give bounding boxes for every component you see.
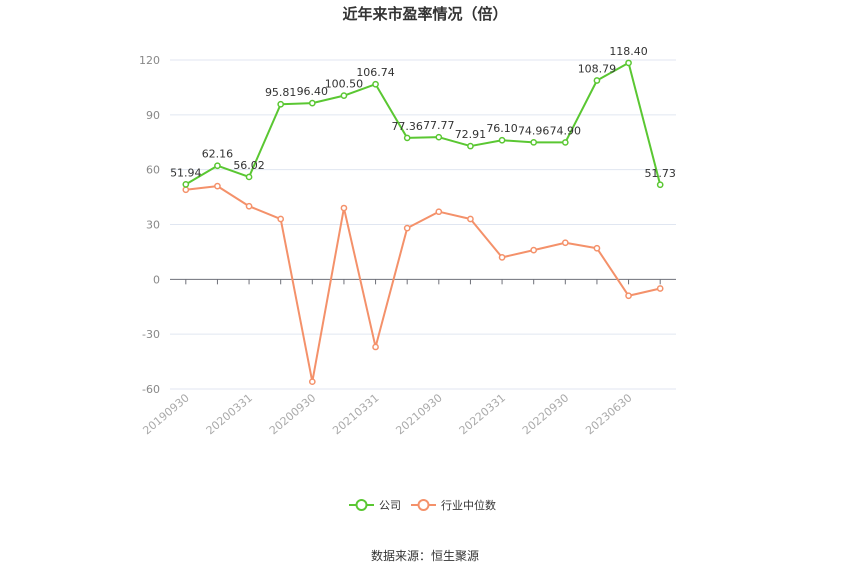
legend-label: 行业中位数 <box>441 498 496 512</box>
data-point <box>308 378 316 386</box>
legend-label: 公司 <box>379 499 401 512</box>
data-label: 100.50 <box>325 78 364 91</box>
y-tick-label: -30 <box>142 328 160 341</box>
x-tick-label: 20230630 <box>583 391 634 437</box>
chart-title: 近年来市盈率情况（倍） <box>342 5 507 23</box>
data-label: 77.36 <box>391 120 423 133</box>
data-point <box>245 173 253 181</box>
data-point <box>530 138 538 146</box>
x-tick-label: 20220331 <box>457 391 508 437</box>
y-tick-label: 90 <box>146 109 160 122</box>
data-point <box>214 182 221 190</box>
data-point <box>530 246 538 254</box>
legend-item-1[interactable]: 行业中位数 <box>411 498 496 512</box>
data-label: 76.10 <box>486 122 518 135</box>
y-tick-label: 0 <box>153 273 160 286</box>
data-point <box>656 285 664 292</box>
x-tick-label: 20210930 <box>393 391 444 437</box>
data-label: 108.79 <box>578 62 617 75</box>
data-label: 62.16 <box>202 148 234 161</box>
data-label: 118.40 <box>609 45 648 58</box>
data-point <box>340 92 348 99</box>
data-point <box>182 186 190 194</box>
source-note: 数据来源：恒生聚源 <box>371 548 479 563</box>
data-label: 56.02 <box>233 159 265 172</box>
data-point <box>656 181 664 189</box>
data-point <box>625 59 632 67</box>
grid-lines <box>170 59 676 390</box>
data-label: 106.74 <box>356 66 395 79</box>
data-point <box>498 136 506 144</box>
y-tick-label: 120 <box>139 54 160 67</box>
legend-item-0[interactable]: 公司 <box>349 499 401 512</box>
data-label: 74.90 <box>550 124 582 137</box>
x-tick-label: 20220930 <box>520 391 571 437</box>
data-point <box>277 215 285 223</box>
data-point <box>308 99 316 107</box>
data-point <box>561 239 569 247</box>
data-point <box>435 133 443 141</box>
legend-marker <box>417 499 430 511</box>
legend[interactable]: 公司 行业中位数 <box>349 498 496 512</box>
data-point <box>403 134 411 142</box>
data-point <box>467 215 474 223</box>
y-axis-ticks: 120 90 60 30 0 -30 -60 <box>139 54 160 396</box>
data-point <box>467 142 474 150</box>
series-layer <box>182 59 664 386</box>
data-label: 77.77 <box>423 119 455 132</box>
data-point <box>561 139 569 146</box>
x-tick-label: 20200930 <box>267 391 318 437</box>
data-label: 72.91 <box>455 128 487 141</box>
data-label: 96.40 <box>297 85 329 98</box>
data-point <box>245 202 253 210</box>
series-line-0 <box>185 61 662 186</box>
x-tick-label: 20200331 <box>204 391 255 437</box>
y-tick-label: 30 <box>146 219 160 232</box>
data-label: 74.96 <box>518 124 550 137</box>
x-tick-label: 20190930 <box>140 391 191 437</box>
y-tick-label: 60 <box>146 164 160 177</box>
data-point <box>214 162 221 170</box>
data-label: 95.81 <box>265 86 297 99</box>
series-line-1 <box>185 185 661 383</box>
data-point <box>435 208 443 216</box>
data-point <box>498 254 506 261</box>
data-point <box>403 224 411 232</box>
data-point <box>625 292 632 300</box>
data-point <box>372 80 379 88</box>
legend-marker <box>355 499 368 511</box>
data-label: 51.94 <box>170 166 202 179</box>
data-point <box>593 244 601 252</box>
x-tick-label: 20210331 <box>330 391 381 437</box>
data-point <box>593 77 601 84</box>
data-point <box>277 100 285 108</box>
y-tick-label: -60 <box>142 383 160 396</box>
x-axis: 20190930 20200331 20200930 20210331 20210930… <box>140 278 676 437</box>
data-point <box>182 181 190 188</box>
data-point <box>372 343 379 351</box>
data-label: 51.73 <box>644 167 676 180</box>
data-point <box>340 204 348 212</box>
